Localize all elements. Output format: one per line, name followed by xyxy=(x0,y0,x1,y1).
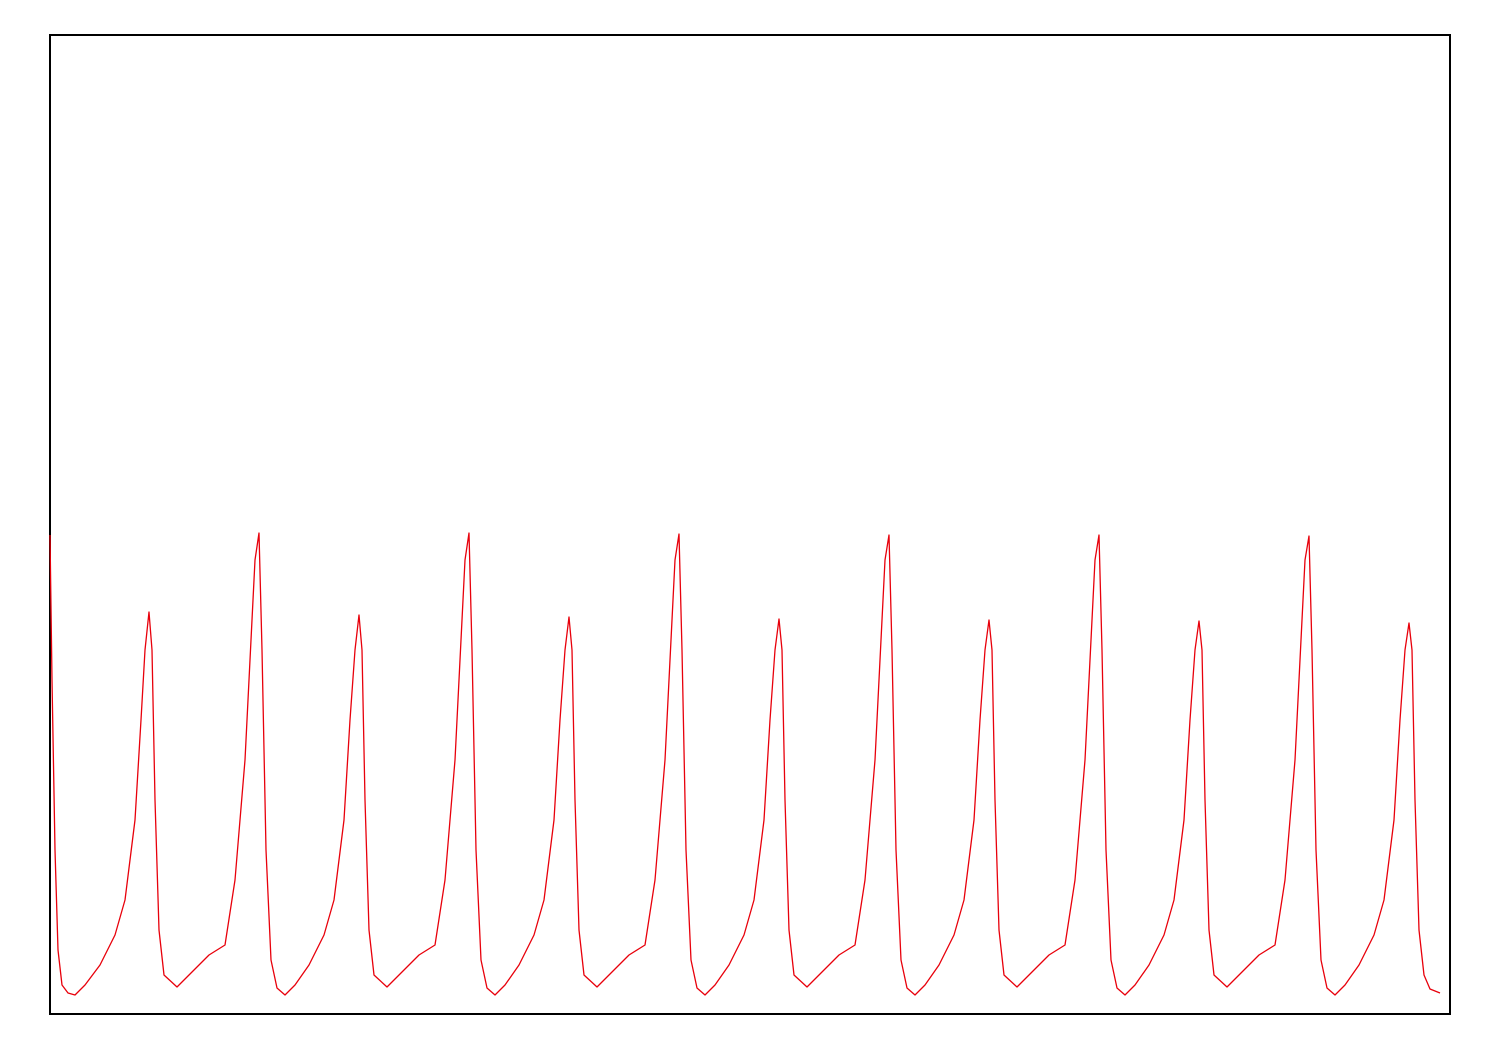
plot-frame xyxy=(49,34,1451,1015)
data-line xyxy=(49,532,1441,996)
